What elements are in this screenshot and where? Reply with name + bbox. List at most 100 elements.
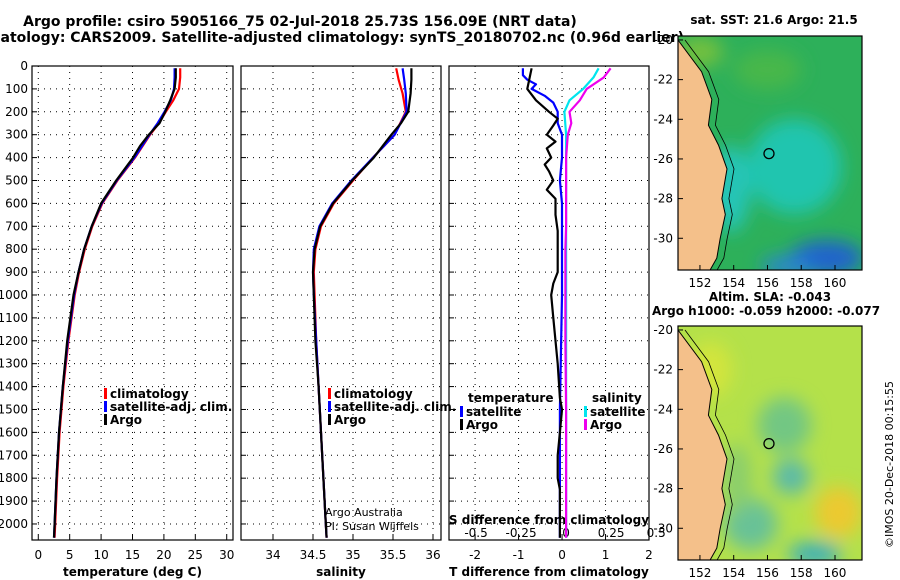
legend-label-satellite: satellite-adj. clim. xyxy=(334,400,456,414)
legend-swatch-sal_diff_satellite xyxy=(584,406,587,417)
legend-group-title: salinity xyxy=(592,391,642,405)
y-tick-label: 700 xyxy=(5,219,28,233)
map-y-tick-label: -26 xyxy=(653,442,673,456)
map-frame xyxy=(677,325,863,561)
map-frame xyxy=(677,35,863,271)
map-x-tick-label: 152 xyxy=(688,566,711,580)
x-tick-label: 34.5 xyxy=(300,548,327,562)
legend-label-climatology: climatology xyxy=(110,387,189,401)
map-y-tick-label: -30 xyxy=(653,231,673,245)
series-group xyxy=(521,67,612,538)
map-x-tick-label: 160 xyxy=(824,276,847,290)
map-anomaly-patch xyxy=(733,49,802,90)
series-line-argo xyxy=(526,68,564,538)
imos-watermark: ©IMOS 20-Dec-2018 00:15:55 xyxy=(883,381,896,548)
x-tick-label: 25 xyxy=(188,548,203,562)
axes-frame xyxy=(240,65,442,541)
map-anomaly-patch xyxy=(721,443,753,515)
map-y-tick-label: -22 xyxy=(653,363,673,377)
x-tick-label: 5 xyxy=(66,548,74,562)
y-tick-label: 800 xyxy=(5,242,28,256)
y-tick-label: 500 xyxy=(5,173,28,187)
series-line-satellite xyxy=(521,68,564,538)
x-axis-label: T difference from climatology xyxy=(449,565,649,579)
map-land xyxy=(678,36,728,270)
y-tick-label: 1800 xyxy=(0,471,28,485)
map-y-tick-label: -30 xyxy=(653,521,673,535)
x-tick-label: 35 xyxy=(345,548,360,562)
series-line-argo xyxy=(311,68,413,538)
map-x-tick-label: 152 xyxy=(688,276,711,290)
y-tick-label: 1300 xyxy=(0,357,28,371)
series-line-sal_diff_argo xyxy=(564,67,612,538)
y-tick-label: 1000 xyxy=(0,288,28,302)
y-tick-label: 1200 xyxy=(0,334,28,348)
legend-swatch-argo xyxy=(328,414,331,425)
legend-swatch-sal_diff_argo xyxy=(584,419,587,430)
legend-label-sal_diff_argo: Argo xyxy=(590,418,622,432)
y-tick-label: 2000 xyxy=(0,517,28,531)
x-tick-label: 0 xyxy=(558,548,566,562)
y-tick-label: 900 xyxy=(5,265,28,279)
map-anomaly-patch xyxy=(772,458,810,495)
x2-tick-label: 0.5 xyxy=(647,526,666,540)
legend-label-satellite: satellite xyxy=(466,405,521,419)
difference-profile-panel: -2 -1 0 1 2-0.5 -0.25 0 0.25 0.5S difference fro… xyxy=(448,65,666,579)
profile-location-marker xyxy=(763,147,775,160)
x-tick-label: 36 xyxy=(425,548,440,562)
x2-axis-label: S difference from climatology xyxy=(449,513,649,527)
map-x-tick-label: 156 xyxy=(756,566,779,580)
map-anomaly-patch xyxy=(814,486,862,539)
y-tick-label: 0 xyxy=(20,59,28,73)
x-tick-label: 20 xyxy=(156,548,171,562)
x2-tick-label: 0.25 xyxy=(598,526,625,540)
temperature-profile-panel: 0 5 10 15 20 25 300100200300400500600700800900… xyxy=(0,59,234,579)
y-tick-label: 1400 xyxy=(0,380,28,394)
axes-frame xyxy=(31,65,234,541)
sla-map-panel: 152 154 156 158 160 -20 -22 -24 -26 -28 -30 Altim. … xyxy=(652,290,880,580)
axes-frame xyxy=(448,65,650,541)
y-tick-label: 1500 xyxy=(0,402,28,416)
map-y-tick-label: -24 xyxy=(653,112,673,126)
y-tick-label: 1900 xyxy=(0,494,28,508)
x-tick-label: 1 xyxy=(602,548,610,562)
legend-label-argo: Argo xyxy=(334,413,366,427)
x2-tick-label: -0.25 xyxy=(506,526,537,540)
legend-label-satellite: satellite-adj. clim. xyxy=(110,400,232,414)
y-tick-label: 1600 xyxy=(0,425,28,439)
map-x-tick-label: 154 xyxy=(722,566,745,580)
x2-tick-label: -0.5 xyxy=(464,526,487,540)
legend-swatch-satellite xyxy=(328,401,331,412)
map-anomaly-patch xyxy=(747,119,842,215)
legend-swatch-climatology xyxy=(104,388,107,399)
legend-swatch-argo xyxy=(104,414,107,425)
x-tick-label: 34 xyxy=(265,548,280,562)
map-shelf-contour xyxy=(684,39,735,270)
figure-title-line1: Argo profile: csiro 5905166_75 02-Jul-20… xyxy=(23,14,577,30)
legend-label-argo: Argo xyxy=(110,413,142,427)
legend-group-title: temperature xyxy=(468,391,553,405)
y-tick-label: 100 xyxy=(5,82,28,96)
series-group xyxy=(52,68,182,538)
legend-label-climatology: climatology xyxy=(334,387,413,401)
map-y-tick-label: -22 xyxy=(653,73,673,87)
x-tick-label: -2 xyxy=(469,548,481,562)
map-shelf-contour xyxy=(684,329,735,560)
y-tick-label: 1700 xyxy=(0,448,28,462)
credit-line1: Argo Australia xyxy=(325,506,403,519)
map-y-tick-label: -28 xyxy=(653,192,673,206)
sst-map-panel: 152 154 156 158 160 -20 -22 -24 -26 -28 -30 sat. SS… xyxy=(653,13,863,290)
map-anomaly-patch xyxy=(757,397,812,453)
figure-title-line2: Climatology: CARS2009. Satellite-adjuste… xyxy=(0,30,684,46)
x-tick-label: 15 xyxy=(125,548,140,562)
x-axis-label: temperature (deg C) xyxy=(63,565,202,579)
y-tick-label: 600 xyxy=(5,196,28,210)
credit-line2: PI: Susan Wijffels xyxy=(325,520,419,533)
map-x-tick-label: 154 xyxy=(722,276,745,290)
x-tick-label: 30 xyxy=(219,548,234,562)
map-y-tick-label: -20 xyxy=(653,323,673,337)
legend-swatch-satellite xyxy=(104,401,107,412)
y-tick-label: 1100 xyxy=(0,311,28,325)
map-title: Altim. SLA: -0.043 xyxy=(709,290,831,304)
